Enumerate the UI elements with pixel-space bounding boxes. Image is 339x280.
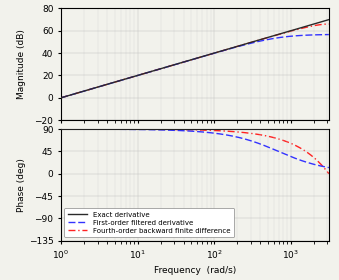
- First-order filtered derivative: [321, 165, 325, 168]
- Fourth-order backward finite difference: [89, 127, 94, 131]
- Exact derivative: [89, 127, 94, 131]
- Exact derivative: [105, 127, 109, 131]
- Exact derivative: [59, 127, 63, 131]
- First-order filtered derivative: [173, 129, 177, 132]
- Fourth-order backward finite difference: [293, 143, 297, 147]
- First-order filtered derivative: [293, 157, 297, 160]
- First-order filtered derivative: [327, 166, 331, 169]
- Line: Fourth-order backward finite difference: Fourth-order backward finite difference: [61, 129, 329, 174]
- Fourth-order backward finite difference: [162, 128, 166, 131]
- Y-axis label: Magnitude (dB): Magnitude (dB): [17, 29, 26, 99]
- Exact derivative: [293, 127, 297, 131]
- Legend: Exact derivative, First-order filtered derivative, Fourth-order backward finite : Exact derivative, First-order filtered d…: [64, 208, 234, 237]
- Fourth-order backward finite difference: [327, 172, 331, 176]
- Y-axis label: Phase (deg): Phase (deg): [17, 158, 26, 212]
- Exact derivative: [321, 127, 325, 131]
- Fourth-order backward finite difference: [105, 127, 109, 131]
- X-axis label: Frequency  (rad/s): Frequency (rad/s): [154, 266, 236, 276]
- Fourth-order backward finite difference: [173, 128, 177, 131]
- First-order filtered derivative: [89, 127, 94, 131]
- Exact derivative: [327, 127, 331, 131]
- First-order filtered derivative: [59, 127, 63, 131]
- Exact derivative: [173, 127, 177, 131]
- Fourth-order backward finite difference: [59, 127, 63, 131]
- First-order filtered derivative: [105, 128, 109, 131]
- Exact derivative: [162, 127, 166, 131]
- Line: First-order filtered derivative: First-order filtered derivative: [61, 129, 329, 168]
- First-order filtered derivative: [162, 128, 166, 132]
- Fourth-order backward finite difference: [321, 165, 325, 169]
